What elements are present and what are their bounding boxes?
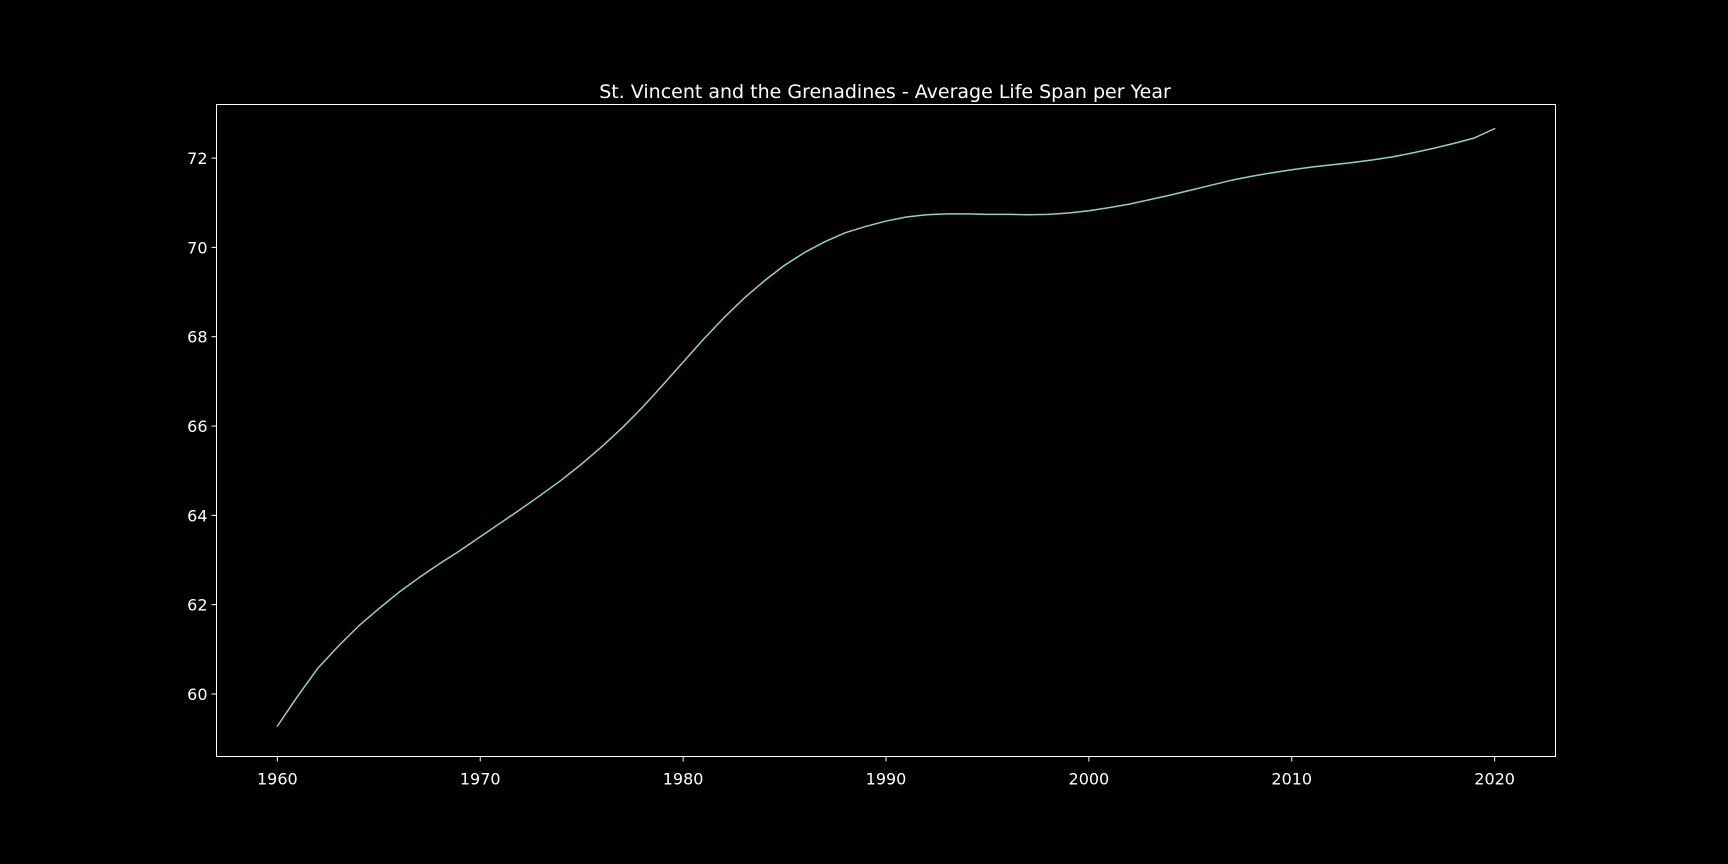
series-line-0	[276, 127, 1496, 727]
x-tick-label-1980: 1980	[663, 770, 704, 789]
y-tick-label-64: 64	[187, 506, 207, 525]
chart-title: St. Vincent and the Grenadines - Average…	[599, 81, 1171, 103]
y-tick-label-60: 60	[187, 685, 207, 704]
x-tick-label-1990: 1990	[866, 770, 907, 789]
x-tick-label-2020: 2020	[1474, 770, 1515, 789]
x-tick-label-1970: 1970	[460, 770, 501, 789]
x-tick-label-2000: 2000	[1069, 770, 1110, 789]
y-tick-label-72: 72	[187, 149, 207, 168]
x-tick-label-1960: 1960	[257, 770, 298, 789]
x-tick-label-2010: 2010	[1271, 770, 1312, 789]
y-tick-label-62: 62	[187, 596, 207, 615]
y-tick-label-70: 70	[187, 238, 207, 257]
plot-area: 1960 1970 1980 1990 2000 2010 2020 60 62 64 66 68 70…	[187, 104, 1556, 789]
y-tick-label-68: 68	[187, 328, 207, 347]
y-tick-label-66: 66	[187, 417, 207, 436]
